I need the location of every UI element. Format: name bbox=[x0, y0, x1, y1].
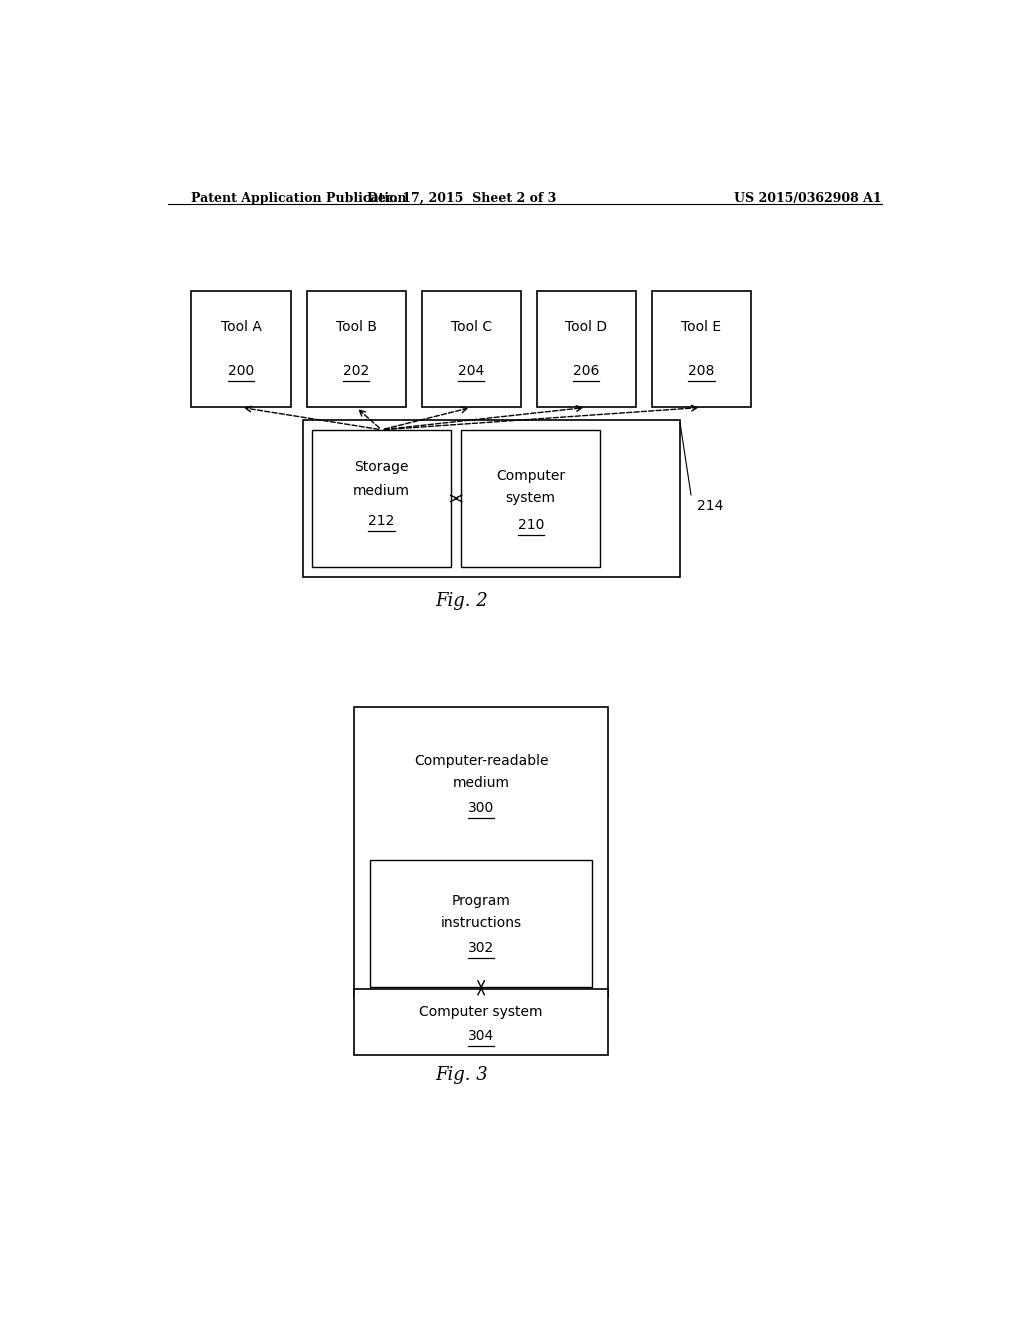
Bar bbox=[354, 989, 608, 1055]
Text: 214: 214 bbox=[697, 499, 723, 513]
Text: Tool E: Tool E bbox=[681, 319, 722, 334]
Text: 212: 212 bbox=[369, 513, 394, 528]
Text: Tool C: Tool C bbox=[451, 319, 492, 334]
Text: 202: 202 bbox=[343, 364, 370, 379]
Text: 302: 302 bbox=[468, 941, 495, 954]
Text: Dec. 17, 2015  Sheet 2 of 3: Dec. 17, 2015 Sheet 2 of 3 bbox=[367, 191, 556, 205]
Bar bbox=[461, 430, 600, 568]
Bar bbox=[303, 420, 680, 577]
Text: 206: 206 bbox=[573, 364, 599, 379]
Text: 204: 204 bbox=[458, 364, 484, 379]
Text: 304: 304 bbox=[468, 1030, 495, 1043]
FancyArrowPatch shape bbox=[384, 407, 467, 429]
FancyArrowPatch shape bbox=[359, 411, 380, 428]
Text: 210: 210 bbox=[517, 517, 544, 532]
Text: Tool A: Tool A bbox=[220, 319, 261, 334]
Text: Storage: Storage bbox=[354, 459, 409, 474]
Text: 208: 208 bbox=[688, 364, 715, 379]
Text: Tool D: Tool D bbox=[565, 319, 607, 334]
Text: Computer: Computer bbox=[497, 469, 565, 483]
Bar bbox=[422, 290, 521, 408]
Text: Computer-readable: Computer-readable bbox=[414, 754, 549, 768]
Bar bbox=[370, 859, 592, 987]
Text: Fig. 3: Fig. 3 bbox=[435, 1067, 487, 1084]
Bar bbox=[312, 430, 451, 568]
Text: Fig. 2: Fig. 2 bbox=[435, 591, 487, 610]
Text: Patent Application Publication: Patent Application Publication bbox=[191, 191, 407, 205]
FancyArrowPatch shape bbox=[384, 405, 582, 429]
Bar bbox=[652, 290, 751, 408]
Text: medium: medium bbox=[453, 776, 510, 791]
FancyArrowPatch shape bbox=[384, 405, 697, 429]
Text: Computer system: Computer system bbox=[420, 1005, 543, 1019]
Bar bbox=[306, 290, 406, 408]
Bar bbox=[537, 290, 636, 408]
Text: Tool B: Tool B bbox=[336, 319, 377, 334]
Text: US 2015/0362908 A1: US 2015/0362908 A1 bbox=[734, 191, 882, 205]
Bar bbox=[191, 290, 291, 408]
Text: instructions: instructions bbox=[440, 916, 521, 931]
Text: 200: 200 bbox=[228, 364, 254, 379]
Text: medium: medium bbox=[353, 484, 410, 498]
FancyArrowPatch shape bbox=[246, 407, 379, 429]
Bar bbox=[354, 708, 608, 997]
Text: 300: 300 bbox=[468, 801, 495, 814]
Text: system: system bbox=[506, 491, 556, 506]
Text: Program: Program bbox=[452, 894, 511, 908]
